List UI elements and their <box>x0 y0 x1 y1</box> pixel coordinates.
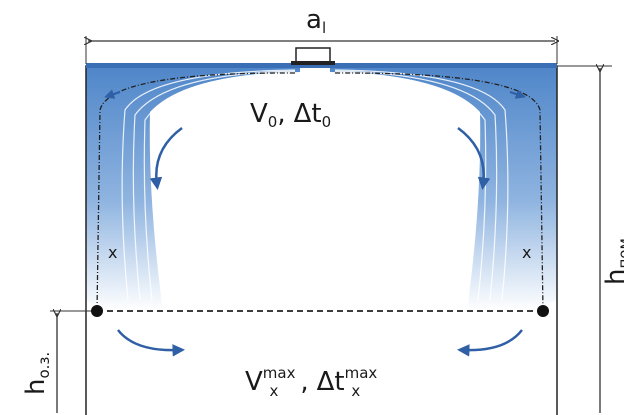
subscript: о.з. <box>35 352 53 379</box>
ceiling <box>86 63 557 68</box>
symbol: V <box>245 367 263 397</box>
subscript: 0 <box>322 113 332 131</box>
diffuser <box>295 47 331 63</box>
flow-arrow <box>509 89 526 99</box>
subscript: пом <box>615 238 624 268</box>
superscript: max <box>345 364 378 382</box>
subscript: l <box>322 19 326 37</box>
zone-height-label: hо.з. <box>21 352 53 395</box>
superscript: max <box>263 364 296 382</box>
flow-arrow <box>117 329 185 357</box>
symbol: Δt <box>317 367 345 397</box>
symbol: Δt <box>294 99 322 129</box>
marker: x <box>522 243 531 262</box>
point <box>537 305 549 317</box>
width-label: al <box>306 5 326 37</box>
symbol: h <box>21 379 51 395</box>
zone-label: Vmax x, Δtmax x <box>245 364 377 400</box>
diffuser-base <box>291 61 335 65</box>
separator: , <box>300 367 308 397</box>
supply-label: V0, Δt0 <box>250 99 331 131</box>
symbol: a <box>306 5 322 35</box>
symbol: V <box>250 99 268 129</box>
subscript: 0 <box>268 113 278 131</box>
flow-arrow <box>457 126 491 190</box>
subscript: x <box>351 382 360 400</box>
separator: , <box>277 99 285 129</box>
marker: x <box>108 243 117 262</box>
flow-arrow <box>104 89 121 99</box>
right-jet <box>330 66 557 311</box>
flow-arrow <box>457 329 523 357</box>
point <box>91 305 103 317</box>
subscript: x <box>269 382 278 400</box>
jet-axis <box>96 72 296 312</box>
flow-arrow <box>149 126 183 190</box>
symbol: h <box>601 269 624 285</box>
room-height-label: hпом <box>601 238 624 285</box>
left-jet <box>86 66 300 311</box>
